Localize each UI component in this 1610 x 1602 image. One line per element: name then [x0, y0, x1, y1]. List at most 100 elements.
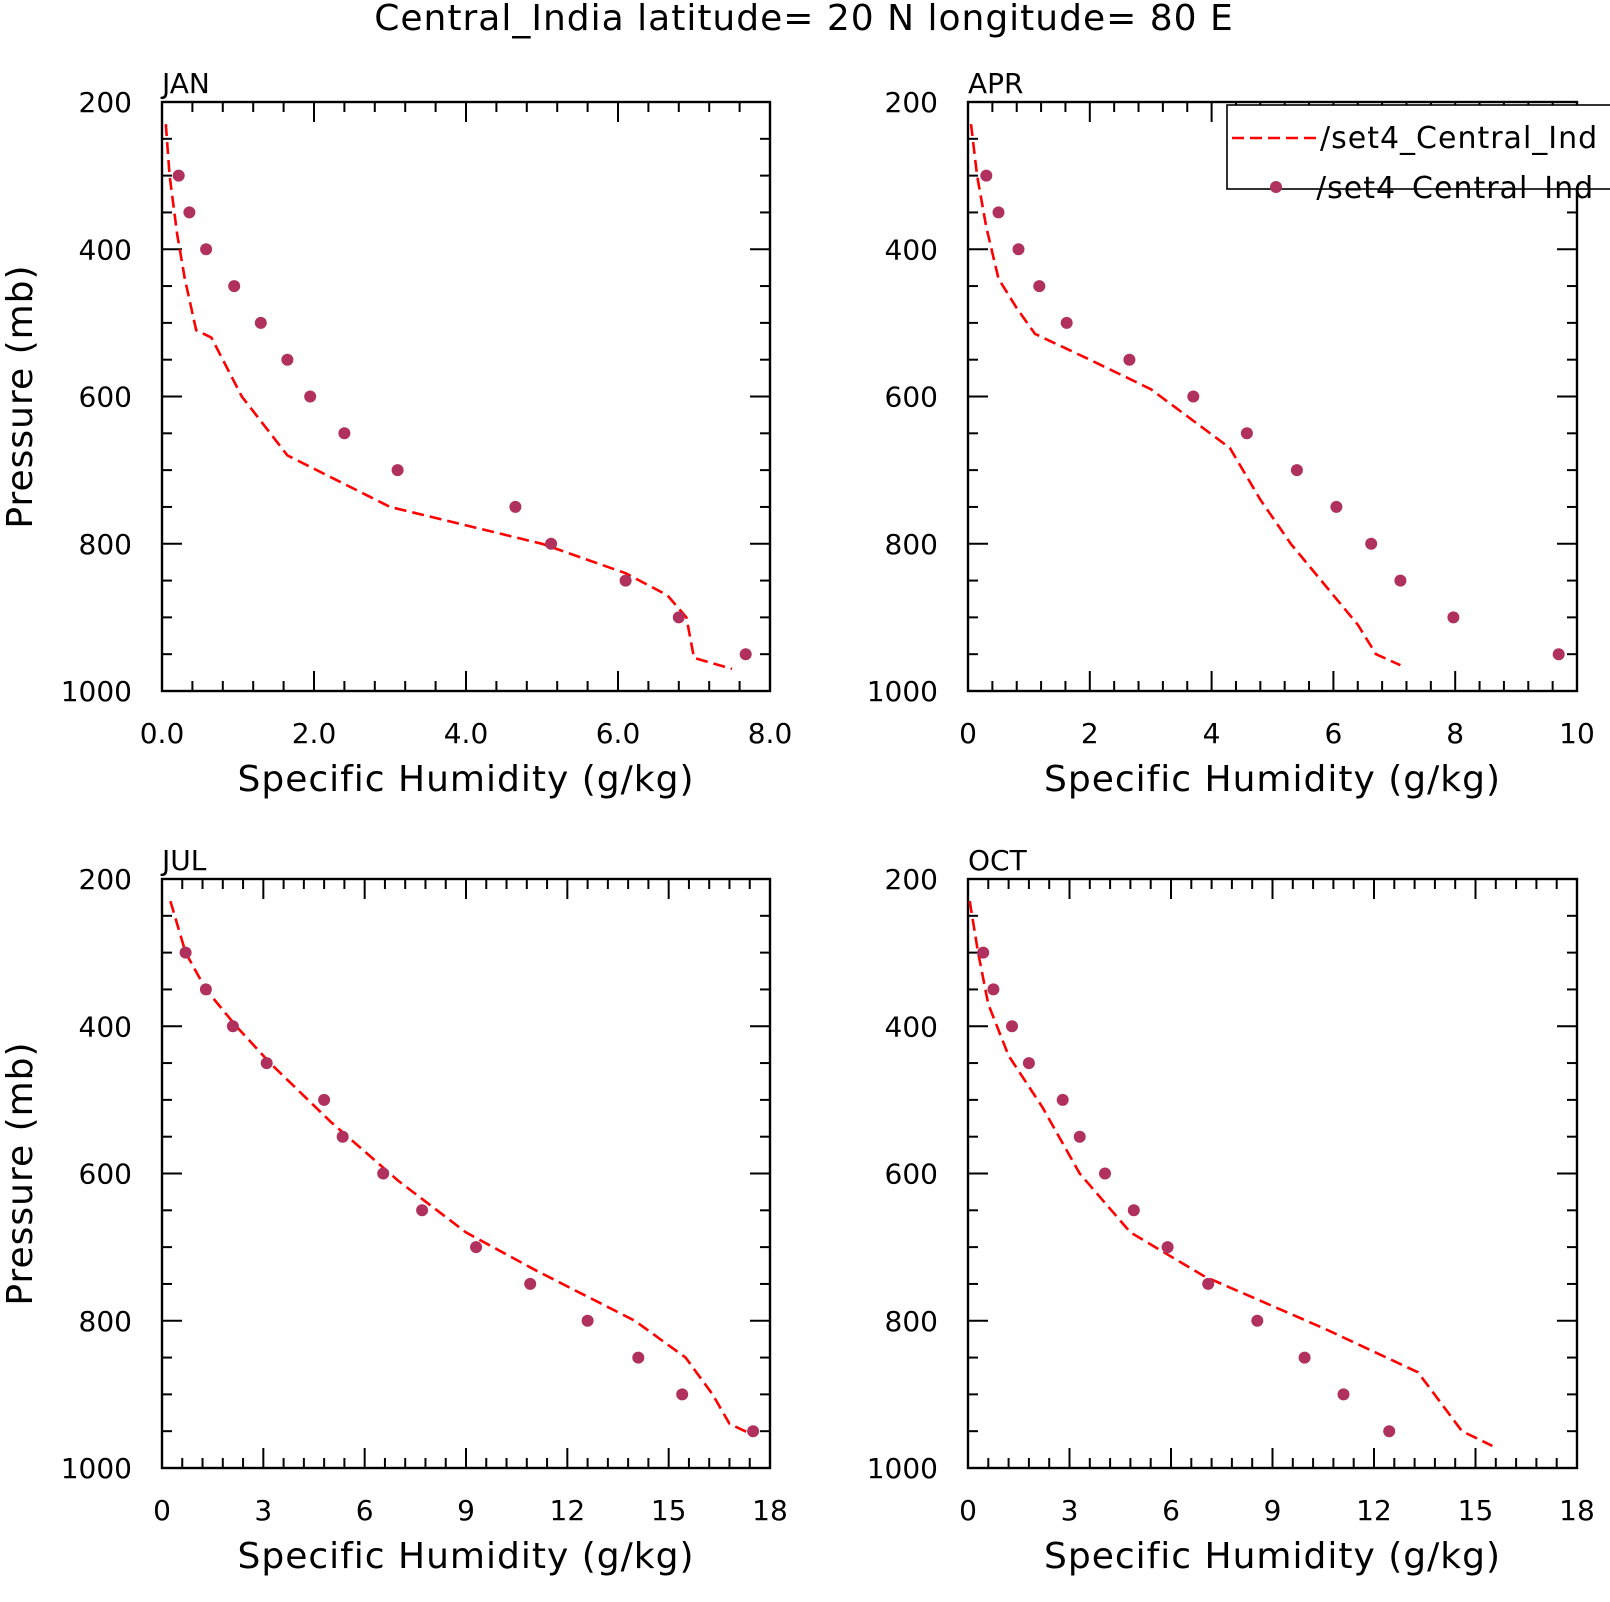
dot-point [1447, 611, 1460, 624]
y-tick-label: 800 [885, 528, 938, 561]
dot-point [1290, 464, 1303, 477]
x-tick-label: 12 [550, 1494, 586, 1527]
dot-point [1365, 537, 1378, 550]
dot-point [545, 537, 558, 550]
dot-point [254, 316, 267, 329]
y-tick-label: 200 [79, 863, 132, 896]
x-axis-label: Specific Humidity (g/kg) [237, 1536, 694, 1577]
x-tick-label: 0 [153, 1494, 171, 1527]
x-tick-label: 3 [254, 1494, 272, 1527]
legend-label-0: /set4_Central_Ind [1320, 121, 1598, 156]
y-axis-label: Pressure (mb) [0, 264, 41, 528]
dot-point [1006, 1020, 1018, 1033]
plot-frame [160, 100, 772, 693]
dot-point [226, 1020, 239, 1033]
dot-point [1337, 1388, 1350, 1401]
dot-point [281, 353, 294, 366]
dot-point [172, 169, 185, 182]
y-tick-label: 800 [885, 1305, 938, 1338]
chart-panel-apr: 200 400 600 800 1000 0 2 4 6 8 10 APR Specific Humid… [867, 67, 1595, 800]
dot-point [318, 1093, 331, 1106]
y-tick-label: 600 [885, 1158, 938, 1191]
y-tick-label: 600 [885, 381, 938, 414]
x-axis-label: Specific Humidity (g/kg) [1044, 1536, 1501, 1577]
dashed-series-line [164, 124, 733, 671]
dot-point [377, 1167, 390, 1180]
dot-point [1123, 353, 1136, 366]
legend-label-1: /set4_Central_Ind [1316, 171, 1594, 206]
x-axis-label: Specific Humidity (g/kg) [237, 759, 694, 800]
dot-point [228, 280, 241, 293]
dot-point [338, 427, 351, 440]
dot-point [336, 1130, 349, 1143]
y-tick-label: 200 [885, 863, 938, 896]
panel-title: OCT [968, 844, 1028, 877]
dot-point [1099, 1167, 1111, 1180]
x-tick-label: 0.0 [140, 717, 185, 750]
y-tick-label: 1000 [61, 1452, 132, 1485]
y-tick-label: 400 [885, 1010, 938, 1043]
dot-point [260, 1057, 273, 1070]
dot-point [1073, 1130, 1086, 1143]
dot-point [1240, 427, 1253, 440]
dot-point [1552, 648, 1565, 661]
x-tick-label: 6.0 [596, 717, 641, 750]
y-tick-label: 400 [79, 1010, 132, 1043]
dot-point [739, 648, 752, 661]
x-tick-label: 15 [1458, 1494, 1494, 1527]
dot-point [1022, 1057, 1035, 1070]
x-tick-label: 8.0 [748, 717, 793, 750]
chart-panel-jul: 200 400 600 800 1000 0 3 6 9 12 15 18 JUL Specific Hu… [0, 844, 788, 1577]
x-axis-label: Specific Humidity (g/kg) [1044, 759, 1501, 800]
dot-point [1161, 1241, 1174, 1254]
dot-point [619, 574, 632, 587]
dot-point [1033, 280, 1046, 293]
x-tick-label: 2.0 [292, 717, 337, 750]
x-tick-label: 0 [959, 1494, 977, 1527]
x-tick-label: 6 [1162, 1494, 1180, 1527]
y-tick-label: 200 [885, 86, 938, 119]
y-tick-label: 400 [79, 233, 132, 266]
dot-point [1012, 243, 1025, 256]
figure-title: Central_India latitude= 20 N longitude= … [374, 0, 1233, 39]
y-tick-label: 800 [79, 1305, 132, 1338]
dot-point [676, 1388, 689, 1401]
dot-point [672, 611, 685, 624]
x-tick-label: 8 [1446, 717, 1464, 750]
dot-point [304, 390, 317, 403]
dot-point [992, 206, 1005, 219]
x-tick-label: 9 [1264, 1494, 1282, 1527]
dot-point [980, 169, 993, 182]
dot-point [581, 1314, 594, 1327]
y-axis-label: Pressure (mb) [0, 1041, 41, 1305]
plot-frame [160, 877, 772, 1470]
x-tick-label: 9 [457, 1494, 475, 1527]
dot-point [509, 500, 522, 513]
x-tick-label: 18 [1559, 1494, 1595, 1527]
dot-point [977, 946, 990, 959]
dashed-series-line [169, 900, 754, 1437]
dot-point [1298, 1351, 1311, 1364]
x-tick-label: 4.0 [444, 717, 489, 750]
dot-point [524, 1277, 537, 1290]
dot-point [200, 243, 213, 256]
panel-title: JAN [160, 67, 210, 100]
dot-point [1251, 1314, 1264, 1327]
legend-box [1226, 104, 1610, 190]
y-tick-label: 600 [79, 381, 132, 414]
y-tick-label: 600 [79, 1158, 132, 1191]
dot-point [1060, 316, 1073, 329]
x-tick-label: 12 [1356, 1494, 1392, 1527]
chart-panel-oct: 200 400 600 800 1000 0 3 6 9 12 15 18 OCT Specific Hu… [867, 844, 1595, 1577]
x-tick-label: 15 [651, 1494, 687, 1527]
y-tick-label: 800 [79, 528, 132, 561]
dot-point [199, 983, 212, 996]
dot-point [632, 1351, 645, 1364]
x-tick-label: 6 [356, 1494, 374, 1527]
plot-frame [966, 877, 1579, 1470]
y-tick-label: 200 [79, 86, 132, 119]
dot-point [179, 946, 192, 959]
y-tick-label: 1000 [867, 675, 938, 708]
